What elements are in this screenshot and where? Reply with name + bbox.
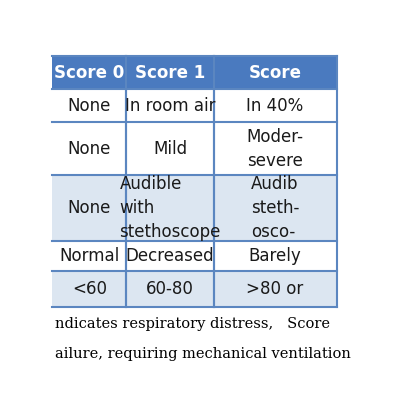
Text: >80 or: >80 or (246, 280, 304, 298)
Text: In 40%: In 40% (246, 97, 304, 115)
Text: Normal: Normal (59, 247, 119, 265)
Text: Decreased: Decreased (126, 247, 214, 265)
Bar (52, 89, 337, 122)
Text: None: None (68, 199, 111, 217)
Text: ndicates respiratory distress,   Score: ndicates respiratory distress, Score (55, 317, 330, 331)
Text: Score 1: Score 1 (135, 64, 205, 82)
Text: None: None (68, 97, 111, 115)
Bar (52, 241, 337, 271)
Text: Score: Score (249, 64, 301, 82)
Bar (52, 122, 337, 175)
Text: Score 0: Score 0 (54, 64, 124, 82)
Text: 60-80: 60-80 (146, 280, 194, 298)
Text: None: None (68, 140, 111, 158)
Text: Mild: Mild (153, 140, 187, 158)
Text: <60: <60 (72, 280, 107, 298)
Text: Moder-
severe: Moder- severe (246, 128, 304, 170)
Text: Barely: Barely (249, 247, 301, 265)
Text: In room air: In room air (125, 97, 215, 115)
Text: ailure, requiring mechanical ventilation: ailure, requiring mechanical ventilation (55, 347, 351, 361)
Text: Audible
with
stethoscope: Audible with stethoscope (119, 176, 221, 241)
Bar (52, 175, 337, 241)
Bar (52, 271, 337, 307)
Bar (52, 56, 337, 89)
Text: Audib
steth-
osco-: Audib steth- osco- (251, 176, 299, 241)
